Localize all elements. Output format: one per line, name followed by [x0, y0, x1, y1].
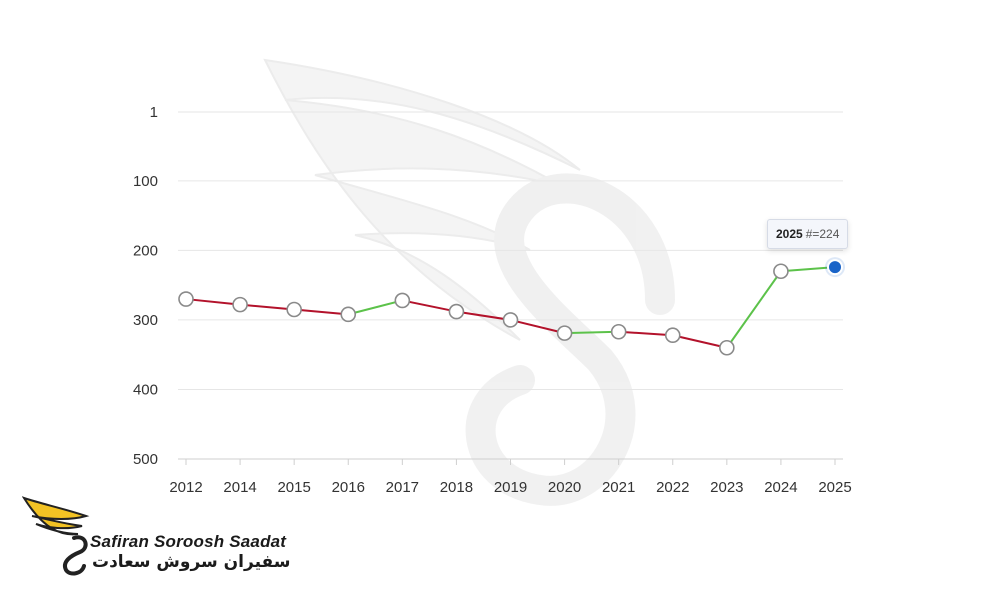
x-tick-label: 2016: [332, 479, 365, 496]
data-point[interactable]: [664, 327, 681, 344]
x-tick-label: 2025: [818, 479, 851, 496]
watermark-logo: [263, 58, 675, 506]
line-segment: [239, 303, 295, 311]
data-point[interactable]: [340, 306, 357, 323]
x-tick-label: 2022: [656, 479, 689, 496]
series-line: [185, 266, 836, 349]
data-point[interactable]: [610, 323, 627, 340]
line-segment: [185, 298, 241, 306]
highlighted-data-point[interactable]: [827, 259, 843, 276]
swan-logo-icon: [21, 496, 90, 576]
y-tick-label: 500: [133, 451, 158, 468]
x-axis-ticks: 2012 2014 2015 2016 2017 2018 2019 2020 2021 2022…: [169, 459, 852, 496]
x-tick-label: 2018: [440, 479, 473, 496]
x-tick-label: 2019: [494, 479, 527, 496]
y-tick-label: 1: [150, 104, 158, 121]
data-point[interactable]: [178, 291, 194, 307]
brand-logo: Safiran Soroosh Saadat سفیران سروش سعادت: [21, 494, 302, 578]
brand-name-en: Safiran Soroosh Saadat: [90, 532, 287, 551]
line-segment: [348, 299, 403, 316]
line-segment: [564, 330, 619, 335]
y-tick-label: 100: [133, 173, 158, 190]
x-tick-label: 2015: [277, 479, 310, 496]
tooltip: 2025 #=224: [767, 219, 849, 249]
y-axis-ticks: 1 100 200 300 400 500: [133, 104, 158, 468]
line-segment: [510, 318, 565, 335]
x-tick-label: 2021: [602, 479, 635, 496]
data-point[interactable]: [556, 325, 573, 341]
x-tick-label: 2023: [710, 479, 743, 496]
y-tick-label: 300: [133, 312, 158, 329]
y-tick-label: 400: [133, 381, 158, 398]
line-segment: [402, 299, 457, 313]
data-point[interactable]: [394, 292, 411, 309]
x-tick-label: 2017: [386, 479, 419, 496]
series-points: [178, 257, 845, 356]
line-segment: [726, 270, 782, 349]
data-point[interactable]: [448, 303, 465, 320]
line-segment: [294, 308, 349, 316]
data-point[interactable]: [286, 301, 302, 318]
tooltip-year: 2025: [776, 227, 803, 241]
x-tick-label: 2020: [548, 479, 581, 496]
data-point[interactable]: [719, 339, 735, 356]
brand-name-fa: سفیران سروش سعادت: [92, 552, 291, 572]
x-tick-label: 2014: [223, 479, 256, 496]
line-segment: [618, 330, 673, 337]
line-segment: [672, 334, 728, 349]
x-tick-label: 2012: [169, 479, 202, 496]
x-tick-label: 2024: [764, 479, 797, 496]
y-tick-label: 200: [133, 242, 158, 259]
data-point[interactable]: [502, 312, 519, 328]
line-segment: [780, 266, 836, 273]
tooltip-value: #=224: [805, 227, 840, 241]
data-point[interactable]: [232, 296, 248, 313]
line-segment: [456, 310, 511, 321]
data-point[interactable]: [773, 263, 789, 280]
